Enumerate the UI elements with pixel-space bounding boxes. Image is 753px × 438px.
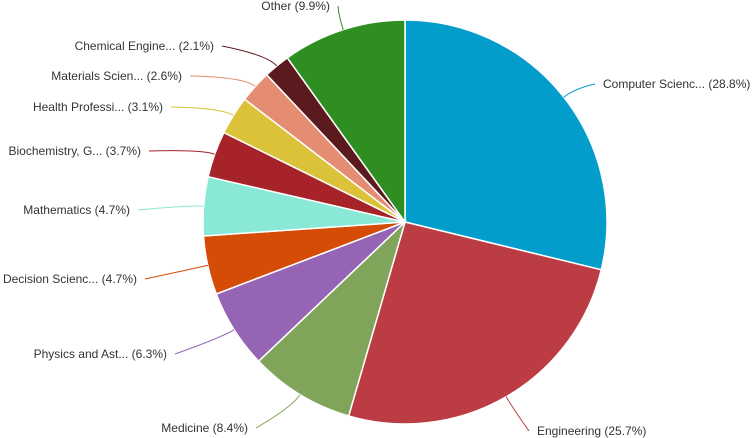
- pie-slice[interactable]: [404, 19, 608, 271]
- leader-line: [189, 75, 256, 87]
- slice-label: Engineering (25.7%): [537, 424, 646, 438]
- leader-line: [144, 264, 208, 280]
- label-leaders: [137, 5, 596, 432]
- leader-line: [505, 396, 530, 432]
- slice-label: Physics and Ast... (6.3%): [34, 347, 167, 361]
- pie-slices: [202, 19, 608, 425]
- slice-label: Materials Scien... (2.6%): [51, 69, 182, 83]
- slice-label: Chemical Engine... (2.1%): [75, 39, 214, 53]
- pie-labels: Computer Scienc... (28.8%) Engineering (2…: [3, 0, 750, 438]
- leader-line: [174, 329, 235, 355]
- pie-slice[interactable]: [286, 19, 406, 225]
- leader-line: [563, 83, 596, 98]
- leader-line: [170, 106, 234, 116]
- slice-label: Computer Scienc... (28.8%): [603, 77, 750, 91]
- leader-line: [137, 205, 204, 211]
- leader-line: [148, 150, 215, 155]
- leader-line: [221, 45, 278, 67]
- slice-label: Biochemistry, G... (3.7%): [9, 144, 141, 158]
- leader-line: [337, 5, 344, 30]
- slice-label: Health Professi... (3.1%): [33, 100, 163, 114]
- pie-slice[interactable]: [257, 219, 407, 417]
- slice-label: Other (9.9%): [261, 0, 330, 13]
- slice-label: Medicine (8.4%): [161, 421, 248, 435]
- slice-label: Mathematics (4.7%): [23, 203, 130, 217]
- leader-line: [255, 394, 301, 429]
- slice-label: Decision Scienc... (4.7%): [3, 272, 137, 286]
